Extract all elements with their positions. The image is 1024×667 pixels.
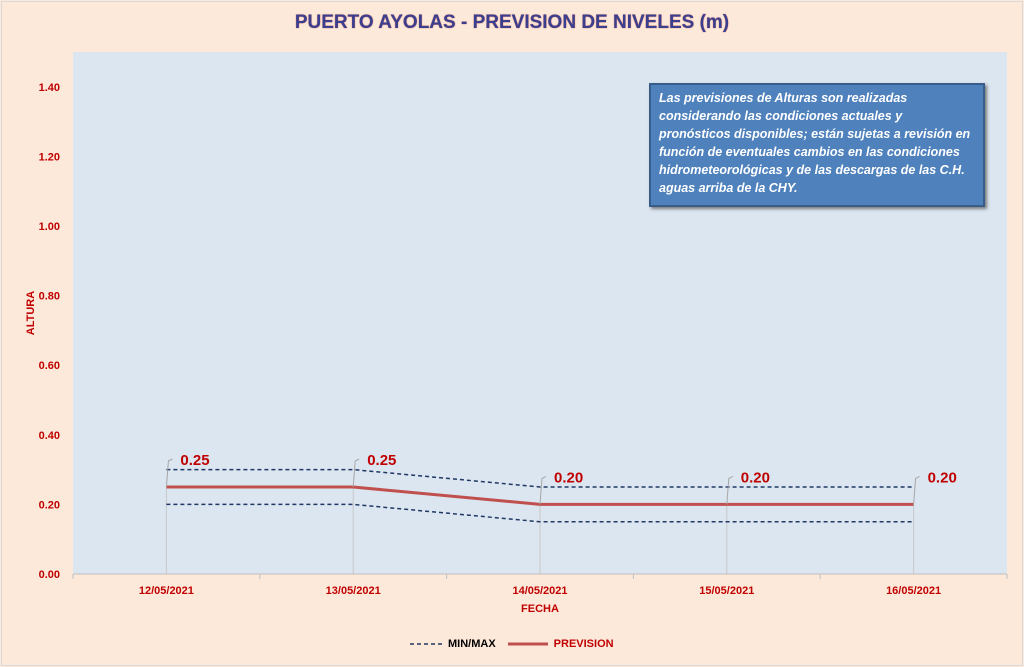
data-label: 0.20: [741, 469, 770, 486]
data-label-leader: [165, 458, 173, 488]
data-label: 0.25: [180, 452, 209, 469]
data-label-leader: [539, 475, 547, 505]
data-label: 0.20: [554, 469, 583, 486]
legend-minmax-label: MIN/MAX: [448, 638, 496, 650]
x-axis-title: FECHA: [521, 603, 559, 615]
series-min-line: [166, 503, 914, 523]
x-tick-label: 12/05/2021: [139, 585, 194, 597]
data-label-leader: [913, 475, 920, 505]
y-tick-label: 0.60: [39, 360, 60, 372]
x-tick-label: 14/05/2021: [512, 585, 567, 597]
data-label-leader: [352, 458, 360, 488]
y-tick-label: 0.00: [39, 569, 60, 581]
legend-minmax-swatch: [410, 643, 442, 645]
y-tick-label: 1.40: [39, 82, 60, 94]
y-tick-label: 0.80: [39, 291, 60, 303]
x-tick-label: 15/05/2021: [699, 585, 754, 597]
data-label: 0.20: [928, 469, 957, 486]
x-tick-label: 13/05/2021: [326, 585, 381, 597]
data-label: 0.25: [367, 452, 396, 469]
x-tick-label: 16/05/2021: [886, 585, 941, 597]
data-label-leader: [726, 475, 734, 505]
legend-prevision-label: PREVISION: [553, 638, 614, 650]
legend: MIN/MAX PREVISION: [410, 638, 614, 650]
chart-title: PUERTO AYOLAS - PREVISION DE NIVELES (m): [294, 12, 730, 33]
y-axis-title: ALTURA: [25, 291, 37, 335]
y-tick-label: 1.20: [39, 151, 60, 163]
y-tick-label: 1.00: [39, 221, 60, 233]
annotation-box: Las previsiones de Alturas son realizada…: [649, 83, 985, 207]
y-tick-label: 0.40: [39, 430, 60, 442]
legend-prevision-swatch: [507, 642, 548, 646]
series-max-line: [166, 468, 914, 488]
y-tick-label: 0.20: [39, 499, 60, 511]
